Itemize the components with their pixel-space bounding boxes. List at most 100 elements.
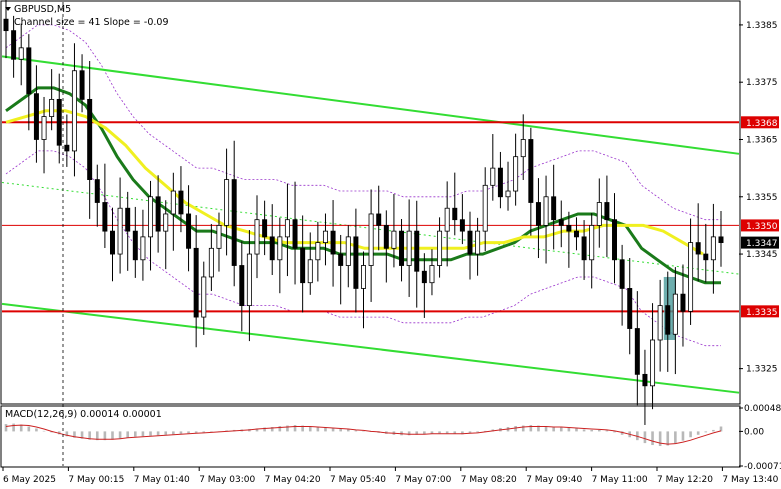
macd-bar <box>111 431 114 440</box>
macd-bar <box>179 431 183 434</box>
macd-bar <box>666 431 670 446</box>
macd-axis: 0.00048 0.00 -0.00071 <box>739 404 781 472</box>
candle-body <box>414 230 420 272</box>
candle-body <box>505 190 511 198</box>
macd-bar <box>453 431 457 434</box>
macd-bar <box>423 431 426 435</box>
macd-bar <box>35 428 38 432</box>
level-tag-label: 1.3350 <box>746 222 778 232</box>
candle-body <box>338 253 344 266</box>
macd-bar <box>674 431 677 444</box>
candle-body <box>201 276 207 318</box>
macd-bar <box>27 426 31 432</box>
collapse-triangle-icon[interactable] <box>5 7 11 11</box>
candle-body <box>155 196 161 232</box>
candle-body <box>612 219 618 261</box>
candle-body <box>467 230 473 255</box>
main-pane <box>0 0 741 425</box>
candle-body <box>11 30 17 60</box>
candle-body <box>117 207 123 255</box>
candle-body <box>376 213 382 226</box>
candle-body <box>634 328 640 375</box>
macd-bar <box>354 430 358 432</box>
candle-body <box>163 213 169 232</box>
candle-body <box>452 207 458 221</box>
macd-tick-label: 0.00048 <box>744 404 781 414</box>
candle-body <box>140 236 146 261</box>
candle-body <box>604 202 610 221</box>
price-axis: 1.3385 1.3375 1.3365 1.3355 1.3345 1.3325 <box>739 21 778 375</box>
macd-bar <box>65 431 69 437</box>
candle-body <box>520 139 526 158</box>
macd-bar <box>42 430 46 432</box>
level-tag-bg <box>741 116 779 129</box>
macd-bar <box>521 425 525 432</box>
candle-body <box>596 202 602 226</box>
candle-body <box>246 253 252 307</box>
candle-body <box>284 219 290 238</box>
channel-info-label: Channel size = 41 Slope = -0.09 <box>14 17 169 28</box>
macd-bar <box>552 427 555 432</box>
macd-bar <box>301 425 304 432</box>
candle-body <box>87 98 93 180</box>
candle-body <box>353 236 359 289</box>
macd-bar <box>270 427 274 432</box>
current-price-tag-label: 1.3347 <box>746 239 778 249</box>
macd-bar <box>308 426 312 432</box>
candle-body <box>391 230 397 249</box>
macd-bar <box>712 429 715 432</box>
macd-bar <box>286 425 289 432</box>
macd-bar <box>605 430 609 432</box>
candle-body <box>26 47 32 95</box>
candle-body <box>703 253 709 261</box>
upper-band-line <box>5 24 721 221</box>
macd-bar <box>141 431 145 437</box>
macd-bar <box>636 431 639 441</box>
candle-body <box>528 139 534 203</box>
price-tick-label: 1.3325 <box>746 365 778 375</box>
candle-body <box>573 230 579 238</box>
macd-bar <box>346 429 350 432</box>
candle-body <box>680 293 686 312</box>
level-tag-bg <box>741 219 779 232</box>
candle-body <box>429 265 435 284</box>
candle-body <box>94 179 100 203</box>
macd-bar <box>620 431 624 435</box>
candle-body <box>581 236 587 261</box>
macd-bar <box>255 428 259 432</box>
candle-body <box>383 225 389 249</box>
macd-bar <box>4 424 8 432</box>
macd-bar <box>331 427 335 432</box>
candle-body <box>345 236 351 266</box>
macd-pane-frame <box>0 405 741 468</box>
candle-body <box>125 207 131 232</box>
macd-bar <box>407 431 411 436</box>
time-tick-label: 7 May 05:40 <box>330 475 386 485</box>
chart-header: GBPUSD,M5 Channel size = 41 Slope = -0.0… <box>5 4 169 28</box>
macd-label: MACD(12,26,9) 0.00014 0.00001 <box>5 409 162 420</box>
macd-bar <box>172 431 175 435</box>
macd-bar <box>483 430 487 432</box>
macd-bar <box>12 423 15 432</box>
time-tick-label: 7 May 08:20 <box>461 475 517 485</box>
price-tick-label: 1.3385 <box>746 21 778 31</box>
candle-body <box>361 265 366 289</box>
candle-body <box>482 184 488 232</box>
macd-bar <box>415 431 419 435</box>
time-tick-label: 7 May 00:15 <box>68 475 124 485</box>
macd-bar <box>202 431 206 433</box>
macd-bar <box>118 431 122 439</box>
candle-body <box>18 47 24 60</box>
candle-body <box>109 230 115 255</box>
macd-bar <box>468 431 472 434</box>
macd-bar <box>164 431 168 435</box>
candle-body <box>421 270 427 284</box>
time-tick-label: 7 May 12:20 <box>657 475 713 485</box>
macd-bar <box>681 431 685 441</box>
current-price-tag-bg <box>741 236 779 249</box>
macd-bar <box>263 427 266 432</box>
candle-body <box>224 179 230 226</box>
macd-bar <box>651 431 654 446</box>
macd-bar <box>278 426 282 432</box>
